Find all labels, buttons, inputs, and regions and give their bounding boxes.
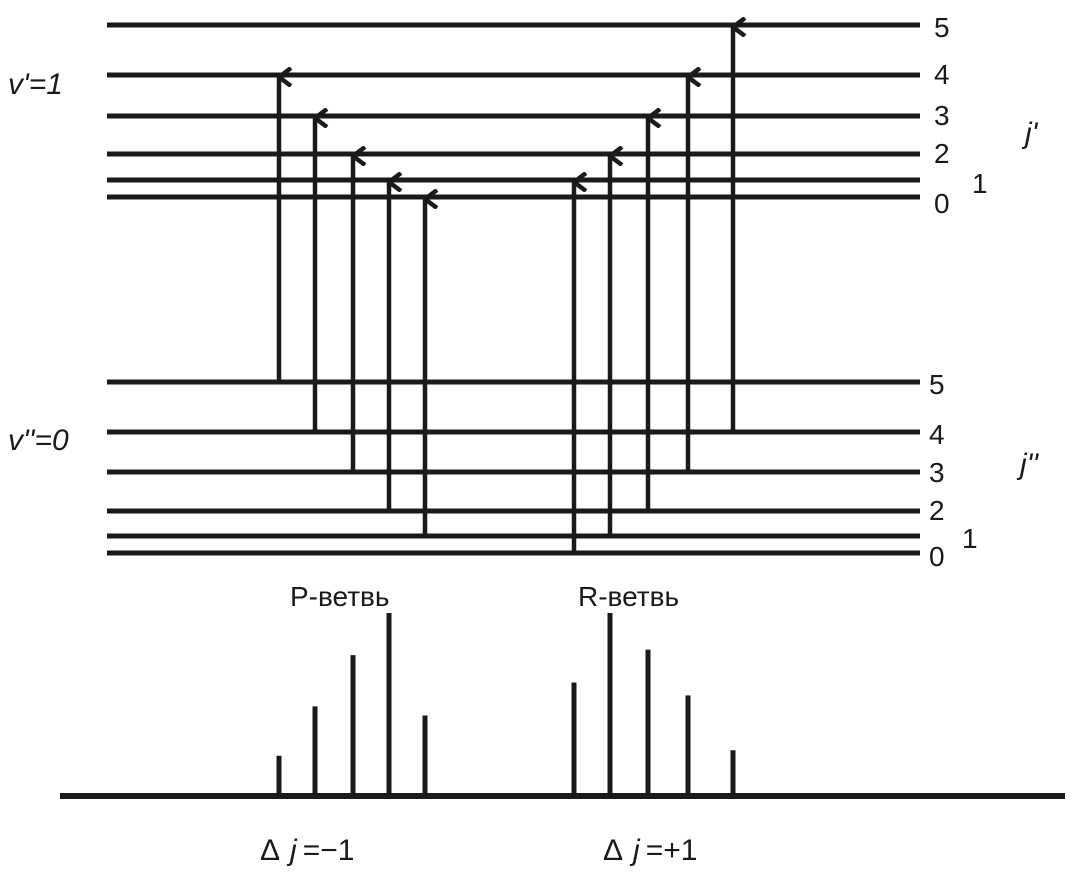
lower-level-label-4: 4 — [929, 419, 945, 450]
p-delta-j: j — [286, 834, 298, 867]
r-delta-symbol: Δ — [603, 834, 623, 867]
upper-level-label-5: 5 — [934, 12, 950, 43]
spectrum-lines — [276, 613, 736, 796]
lower-level-label-2: 2 — [929, 495, 945, 526]
upper-level-label-3: 3 — [934, 100, 950, 131]
r-delta-j: j — [629, 834, 641, 867]
upper-j-label: j' — [1021, 117, 1039, 150]
r-delta-value: =+1 — [646, 834, 698, 867]
lower-level-label-1: 1 — [962, 523, 978, 554]
p-delta-symbol: Δ — [260, 834, 280, 867]
upper-level-label-4: 4 — [934, 59, 950, 90]
r-branch-label: R-ветвь — [578, 581, 679, 612]
upper-level-label-1: 1 — [972, 168, 988, 199]
upper-level-lines — [107, 22, 920, 200]
transition-arrows — [276, 27, 733, 553]
upper-level-label-2: 2 — [934, 138, 950, 169]
lower-level-label-0: 0 — [929, 541, 945, 572]
lower-level-lines — [107, 379, 920, 556]
upper-state-label: v'=1 — [8, 68, 63, 101]
p-branch-label: P-ветвь — [290, 581, 390, 612]
lower-state-label: v''=0 — [8, 424, 69, 457]
upper-level-label-0: 0 — [934, 188, 950, 219]
lower-j-label: j'' — [1016, 448, 1039, 481]
lower-level-label-5: 5 — [929, 369, 945, 400]
p-delta-value: =−1 — [303, 834, 355, 867]
lower-level-label-3: 3 — [929, 457, 945, 488]
